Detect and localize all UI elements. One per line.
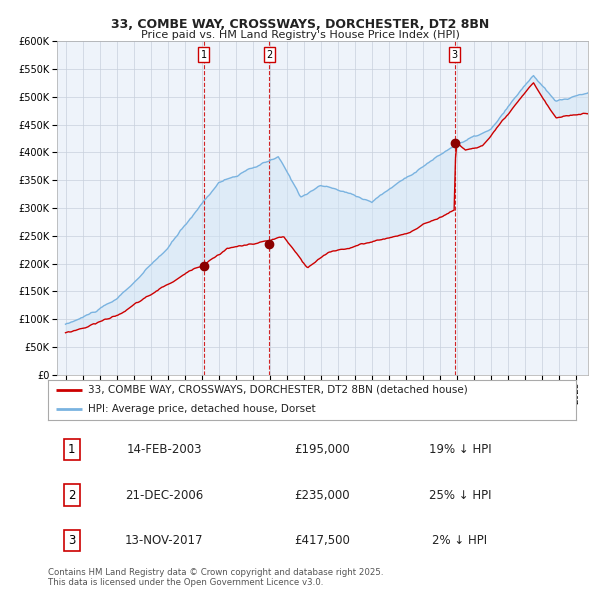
Text: £235,000: £235,000: [295, 489, 350, 502]
Text: 33, COMBE WAY, CROSSWAYS, DORCHESTER, DT2 8BN (detached house): 33, COMBE WAY, CROSSWAYS, DORCHESTER, DT…: [88, 385, 467, 395]
Text: £417,500: £417,500: [295, 534, 350, 547]
Text: 25% ↓ HPI: 25% ↓ HPI: [428, 489, 491, 502]
Text: £195,000: £195,000: [295, 443, 350, 456]
Text: 14-FEB-2003: 14-FEB-2003: [127, 443, 202, 456]
Text: 1: 1: [200, 50, 207, 60]
Text: 1: 1: [68, 443, 76, 456]
Text: 3: 3: [452, 50, 458, 60]
Text: 2: 2: [266, 50, 272, 60]
Text: HPI: Average price, detached house, Dorset: HPI: Average price, detached house, Dors…: [88, 404, 315, 414]
Text: 13-NOV-2017: 13-NOV-2017: [125, 534, 203, 547]
Text: 33, COMBE WAY, CROSSWAYS, DORCHESTER, DT2 8BN: 33, COMBE WAY, CROSSWAYS, DORCHESTER, DT…: [111, 18, 489, 31]
Text: 21-DEC-2006: 21-DEC-2006: [125, 489, 203, 502]
Text: 2% ↓ HPI: 2% ↓ HPI: [432, 534, 487, 547]
Text: Contains HM Land Registry data © Crown copyright and database right 2025.
This d: Contains HM Land Registry data © Crown c…: [48, 568, 383, 587]
Text: 19% ↓ HPI: 19% ↓ HPI: [428, 443, 491, 456]
Text: Price paid vs. HM Land Registry's House Price Index (HPI): Price paid vs. HM Land Registry's House …: [140, 30, 460, 40]
Text: 2: 2: [68, 489, 76, 502]
Text: 3: 3: [68, 534, 76, 547]
